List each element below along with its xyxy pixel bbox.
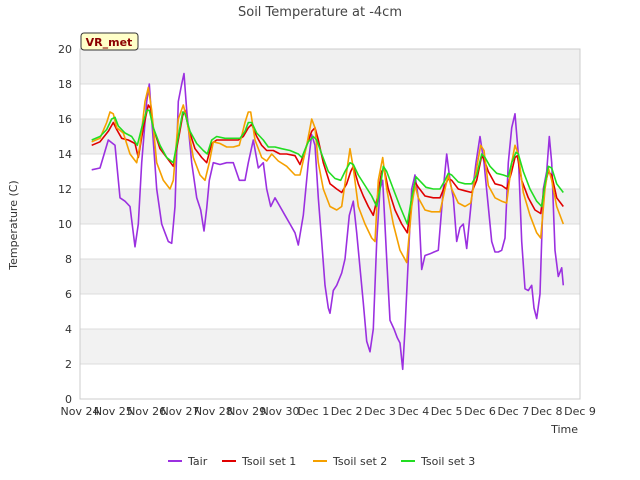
y-tick-label: 12 xyxy=(58,183,72,196)
y-axis-label: Temperature (C) xyxy=(7,180,20,270)
x-tick-label: Dec 4 xyxy=(397,405,429,418)
y-tick-label: 14 xyxy=(58,148,72,161)
x-tick-label: Dec 6 xyxy=(464,405,496,418)
plot-background xyxy=(80,49,580,399)
legend-label: Tsoil set 1 xyxy=(241,455,296,468)
plot-band xyxy=(80,259,580,294)
x-tick-label: Dec 1 xyxy=(297,405,329,418)
x-tick-label: Nov 30 xyxy=(261,405,300,418)
legend-label: Tsoil set 2 xyxy=(332,455,387,468)
y-tick-label: 10 xyxy=(58,218,72,231)
x-tick-label: Dec 5 xyxy=(431,405,463,418)
x-tick-label: Nov 28 xyxy=(194,405,233,418)
x-tick-label: Dec 8 xyxy=(531,405,563,418)
series-line-tair xyxy=(91,72,565,371)
series-line-tsoil-set-2 xyxy=(91,86,565,264)
legend-label: Tsoil set 3 xyxy=(420,455,475,468)
x-tick-label: Dec 7 xyxy=(497,405,529,418)
x-tick-label: Nov 27 xyxy=(161,405,200,418)
plot-band xyxy=(80,49,580,84)
y-tick-label: 16 xyxy=(58,113,72,126)
x-tick-label: Nov 25 xyxy=(94,405,133,418)
series-layer xyxy=(91,72,565,371)
y-tick-label: 6 xyxy=(65,288,72,301)
plot-band xyxy=(80,119,580,154)
x-tick-label: Nov 26 xyxy=(127,405,166,418)
plot-frame xyxy=(79,48,581,400)
x-axis-label: Time xyxy=(550,423,578,436)
y-tick-label: 2 xyxy=(65,358,72,371)
station-badge: VR_met xyxy=(80,32,139,51)
y-tick-label: 0 xyxy=(65,393,72,406)
y-tick-label: 8 xyxy=(65,253,72,266)
y-tick-label: 20 xyxy=(58,43,72,56)
station-badge-box xyxy=(80,32,139,51)
x-tick-label: Dec 9 xyxy=(564,405,596,418)
y-tick-label: 4 xyxy=(65,323,72,336)
plot-band xyxy=(80,329,580,364)
station-badge-label: VR_met xyxy=(86,36,133,49)
y-tick-label: 18 xyxy=(58,78,72,91)
legend-label: Tair xyxy=(187,455,208,468)
series-line-tsoil-set-3 xyxy=(91,109,564,225)
x-tick-label: Nov 29 xyxy=(227,405,266,418)
x-tick-label: Dec 3 xyxy=(364,405,396,418)
x-tick-label: Dec 2 xyxy=(331,405,363,418)
legend: Tair Tsoil set 1 Tsoil set 2 Tsoil set 3 xyxy=(168,455,475,468)
y-tick-labels: 0 2 4 6 8 10 12 14 16 18 20 xyxy=(58,43,72,406)
chart-title: Soil Temperature at -4cm xyxy=(238,5,402,20)
x-tick-label: Nov 24 xyxy=(61,405,100,418)
axes xyxy=(79,48,581,400)
